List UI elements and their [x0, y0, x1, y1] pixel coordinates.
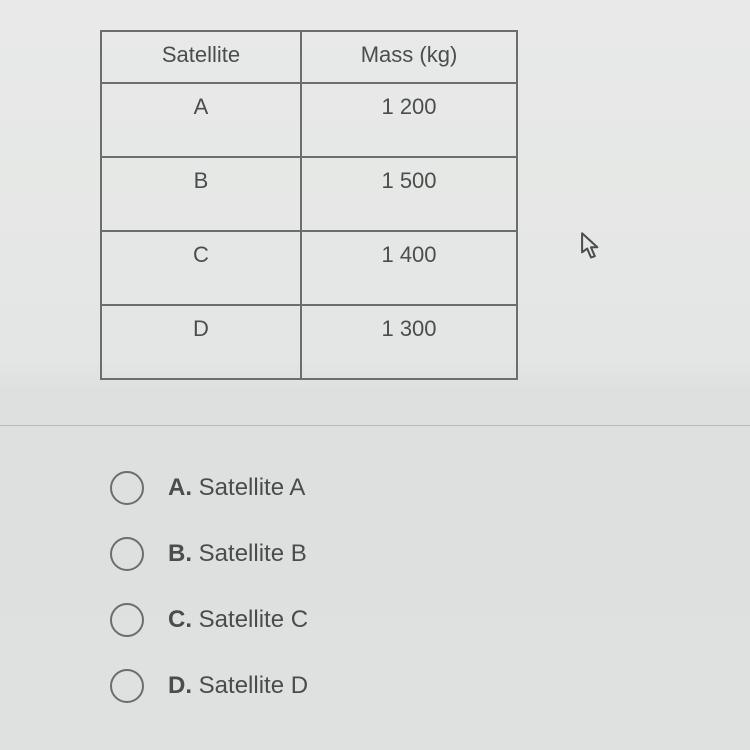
column-header-satellite: Satellite: [101, 31, 301, 83]
cell-mass: 1 200: [301, 83, 517, 157]
option-label: A. Satellite A: [168, 474, 305, 502]
option-a[interactable]: A. Satellite A: [110, 471, 720, 505]
option-d[interactable]: D. Satellite D: [110, 669, 720, 703]
cell-mass: 1 300: [301, 305, 517, 379]
option-letter: A.: [168, 474, 192, 501]
table-row: B 1 500: [101, 157, 517, 231]
cell-satellite: B: [101, 157, 301, 231]
option-label: B. Satellite B: [168, 540, 307, 568]
column-header-mass: Mass (kg): [301, 31, 517, 83]
radio-icon: [110, 603, 144, 637]
cursor-icon: [580, 232, 602, 265]
option-label: D. Satellite D: [168, 672, 308, 700]
option-text: Satellite D: [199, 672, 308, 699]
option-label: C. Satellite C: [168, 606, 308, 634]
table-header-row: Satellite Mass (kg): [101, 31, 517, 83]
radio-icon: [110, 537, 144, 571]
cell-mass: 1 500: [301, 157, 517, 231]
answer-options: A. Satellite A B. Satellite B C. Satelli…: [100, 471, 720, 703]
section-divider: [0, 425, 750, 426]
radio-icon: [110, 471, 144, 505]
cell-mass: 1 400: [301, 231, 517, 305]
option-c[interactable]: C. Satellite C: [110, 603, 720, 637]
option-letter: C.: [168, 606, 192, 633]
satellite-table: Satellite Mass (kg) A 1 200 B 1 500 C 1 …: [100, 30, 518, 380]
option-b[interactable]: B. Satellite B: [110, 537, 720, 571]
option-text: Satellite C: [199, 606, 308, 633]
cell-satellite: D: [101, 305, 301, 379]
option-letter: D.: [168, 672, 192, 699]
radio-icon: [110, 669, 144, 703]
table-row: D 1 300: [101, 305, 517, 379]
option-text: Satellite A: [199, 474, 306, 501]
table-row: A 1 200: [101, 83, 517, 157]
cell-satellite: C: [101, 231, 301, 305]
option-text: Satellite B: [199, 540, 307, 567]
table-row: C 1 400: [101, 231, 517, 305]
data-table-container: Satellite Mass (kg) A 1 200 B 1 500 C 1 …: [100, 30, 720, 380]
cell-satellite: A: [101, 83, 301, 157]
option-letter: B.: [168, 540, 192, 567]
